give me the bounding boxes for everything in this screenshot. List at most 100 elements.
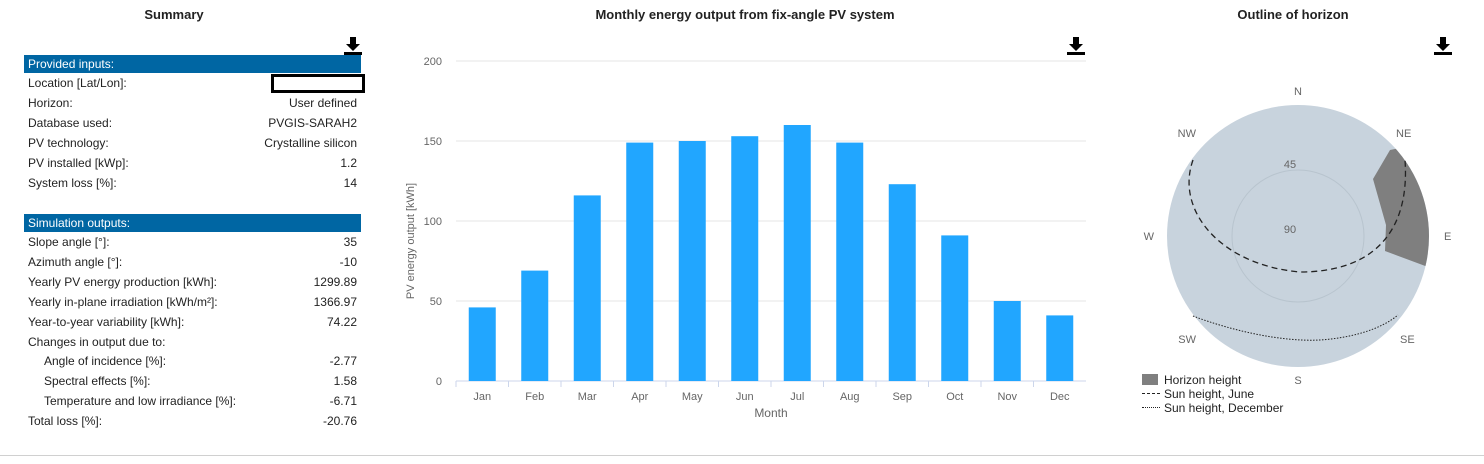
x-tick-label: Apr — [631, 391, 648, 403]
summary-row: Temperature and low irradiance [%]: -6.71 — [28, 391, 357, 411]
y-tick-label: 200 — [424, 56, 442, 68]
direction-label: NW — [1178, 128, 1197, 140]
summary-row: Yearly PV energy production [kWh]: 1299.8… — [28, 272, 357, 292]
horizon-polar-chart: N NE E SE S SW W NW 45 90 — [1144, 86, 1452, 387]
radial-tick-label: 90 — [1284, 224, 1296, 236]
horizon-panel: Outline of horizon N NE E SE S SW W NW 45 90 Hori… — [1110, 0, 1484, 455]
radial-tick-label: 45 — [1284, 159, 1296, 171]
summary-row: Spectral effects [%]: 1.58 — [28, 371, 357, 391]
row-label: Temperature and low irradiance [%]: — [44, 394, 237, 409]
legend-label: Horizon height — [1164, 373, 1242, 387]
horizon-swatch — [1142, 374, 1158, 385]
x-tick-label: Feb — [525, 391, 544, 403]
summary-row: Angle of incidence [%]: -2.77 — [28, 351, 357, 371]
summary-title: Summary — [144, 7, 204, 22]
row-label: PV installed [kWp]: — [28, 155, 129, 170]
row-value: 1366.97 — [313, 294, 357, 309]
row-value: -10 — [339, 254, 357, 269]
row-value: 14 — [343, 175, 357, 190]
bar-mar[interactable] — [573, 195, 601, 381]
bar-dec[interactable] — [1046, 315, 1074, 381]
direction-label: S — [1294, 375, 1301, 387]
x-tick-label: Nov — [997, 391, 1017, 403]
row-label: System loss [%]: — [28, 175, 117, 190]
y-tick-label: 150 — [424, 136, 442, 148]
row-label: Yearly PV energy production [kWh]: — [28, 274, 217, 289]
summary-row: Changes in output due to: — [28, 332, 357, 352]
direction-label: W — [1144, 231, 1155, 243]
horizon-title: Outline of horizon — [1237, 7, 1349, 22]
y-axis-label: PV energy output [kWh] — [405, 183, 417, 299]
summary-row: Database used: PVGIS-SARAH2 — [28, 113, 357, 133]
bar-nov[interactable] — [993, 301, 1021, 381]
direction-label: N — [1294, 86, 1302, 98]
x-axis-label: Month — [754, 406, 787, 420]
row-label: Database used: — [28, 115, 113, 130]
y-tick-label: 0 — [436, 376, 442, 388]
chart-title: Monthly energy output from fix-angle PV … — [595, 7, 895, 22]
x-tick-label: Aug — [840, 391, 860, 403]
row-label: Angle of incidence [%]: — [44, 354, 167, 369]
x-tick-label: Jun — [736, 391, 754, 403]
inputs-header: Provided inputs: — [24, 55, 361, 73]
bar-jul[interactable] — [783, 125, 811, 381]
row-value: Crystalline silicon — [264, 135, 357, 150]
row-label: Slope angle [°]: — [28, 235, 110, 249]
monthly-output-panel: Monthly energy output from fix-angle PV … — [390, 0, 1100, 455]
row-value: User defined — [288, 95, 357, 110]
row-value: 35 — [343, 235, 357, 249]
summary-row: Azimuth angle [°]: -10 — [28, 252, 357, 272]
bar-may[interactable] — [678, 141, 706, 381]
x-tick-label: Mar — [578, 391, 597, 403]
summary-panel: Summary Provided inputs: Location [Lat/L… — [0, 0, 390, 455]
row-label: PV technology: — [28, 135, 109, 150]
row-label: Changes in output due to: — [28, 334, 166, 349]
direction-label: SW — [1178, 334, 1196, 346]
y-tick-label: 100 — [424, 216, 442, 228]
bottom-divider — [0, 455, 1484, 456]
bar-oct[interactable] — [941, 235, 969, 381]
summary-row: Total loss [%]: -20.76 — [28, 411, 357, 431]
x-tick-label: Jan — [473, 391, 491, 403]
summary-row: PV installed [kWp]: 1.2 — [28, 153, 357, 173]
direction-label: NE — [1396, 128, 1411, 140]
legend-label: Sun height, December — [1164, 401, 1284, 415]
summary-row: Slope angle [°]: 35 — [28, 232, 357, 252]
row-label: Azimuth angle [°]: — [28, 254, 123, 269]
row-label: Spectral effects [%]: — [44, 374, 151, 389]
sky-disc — [1167, 105, 1429, 367]
row-label: Total loss [%]: — [28, 414, 103, 429]
row-value: 1.58 — [333, 374, 357, 389]
legend-label: Sun height, June — [1164, 387, 1255, 401]
summary-row: PV technology: Crystalline silicon — [28, 133, 357, 153]
download-icon[interactable] — [1433, 35, 1453, 57]
row-value: 1299.89 — [313, 274, 357, 289]
download-icon[interactable] — [1066, 35, 1086, 57]
row-value: PVGIS-SARAH2 — [268, 115, 357, 130]
location-redacted-box — [271, 74, 365, 93]
dot-swatch — [1142, 407, 1160, 408]
dash-swatch — [1142, 393, 1160, 394]
summary-row: Yearly in-plane irradiation [kWh/m²]: 136… — [28, 292, 357, 312]
row-value: 74.22 — [326, 314, 357, 329]
bar-aug[interactable] — [836, 142, 864, 381]
bar-apr[interactable] — [626, 142, 654, 381]
x-tick-label: Dec — [1050, 391, 1070, 403]
x-tick-label: Jul — [790, 391, 804, 403]
x-tick-label: Oct — [946, 391, 963, 403]
direction-label: SE — [1400, 334, 1415, 346]
row-label: Year-to-year variability [kWh]: — [28, 314, 185, 329]
row-label: Location [Lat/Lon]: — [28, 76, 127, 90]
summary-row: Horizon: User defined — [28, 93, 357, 113]
summary-row: System loss [%]: 14 — [28, 173, 357, 193]
bar-jun[interactable] — [731, 136, 759, 381]
row-value: -2.77 — [329, 354, 357, 369]
summary-row: Year-to-year variability [kWh]: 74.22 — [28, 312, 357, 332]
bar-feb[interactable] — [521, 270, 549, 381]
bar-sep[interactable] — [888, 184, 916, 381]
row-value: -6.71 — [329, 394, 357, 409]
row-label: Horizon: — [28, 95, 73, 110]
bar-jan[interactable] — [468, 307, 496, 381]
outputs-header: Simulation outputs: — [24, 214, 361, 232]
download-icon[interactable] — [343, 35, 363, 57]
